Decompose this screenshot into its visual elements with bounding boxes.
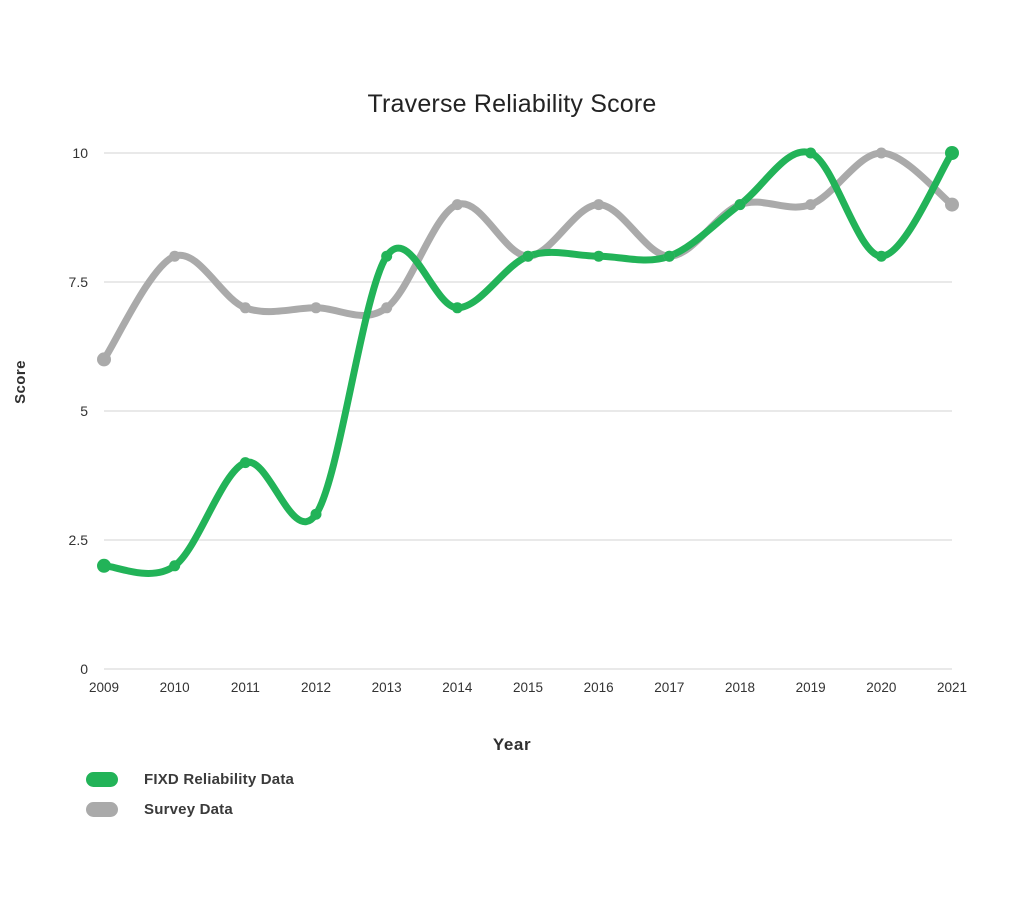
x-tick-label: 2014 (442, 680, 473, 695)
data-point-marker[interactable] (945, 146, 959, 160)
data-point-marker[interactable] (875, 147, 887, 159)
data-point-marker[interactable] (97, 352, 111, 367)
chart-legend: FIXD Reliability Data Survey Data (86, 764, 294, 824)
data-point-marker[interactable] (875, 250, 887, 262)
data-point-marker[interactable] (310, 508, 322, 520)
legend-item-survey[interactable]: Survey Data (86, 794, 294, 824)
data-point-marker[interactable] (734, 199, 746, 211)
legend-label-fixd: FIXD Reliability Data (144, 770, 295, 788)
x-tick-label: 2020 (866, 680, 896, 695)
legend-swatch-survey (86, 801, 118, 817)
y-axis-title: Score (12, 262, 29, 404)
x-tick-label: 2009 (89, 680, 119, 695)
x-tick-label: 2013 (372, 680, 402, 695)
data-point-marker[interactable] (593, 250, 605, 262)
legend-item-fixd[interactable]: FIXD Reliability Data (86, 764, 294, 794)
x-axis-title: Year (492, 735, 532, 754)
data-point-marker[interactable] (239, 302, 251, 314)
data-point-marker[interactable] (945, 197, 959, 212)
data-point-marker[interactable] (169, 560, 181, 572)
x-tick-label: 2021 (937, 680, 967, 695)
y-tick-label: 10 (72, 145, 88, 161)
y-tick-label: 7.5 (69, 274, 89, 290)
series-line (100, 148, 956, 577)
data-point-marker[interactable] (451, 199, 463, 211)
y-axis-title-text: Score (12, 360, 29, 404)
y-tick-label: 2.5 (69, 532, 89, 548)
y-axis-tick-labels: 0 2.5 5 7.5 10 (69, 145, 89, 677)
series-markers (97, 146, 959, 573)
data-point-marker[interactable] (381, 302, 393, 314)
x-axis-tick-labels: 2009 2010 2011 2012 2013 2014 2015 2016 2017 2018… (89, 680, 967, 695)
x-tick-label: 2010 (160, 680, 190, 695)
data-point-marker[interactable] (805, 199, 817, 211)
data-point-marker[interactable] (522, 250, 534, 262)
legend-label-survey: Survey Data (144, 800, 233, 818)
x-tick-label: 2019 (796, 680, 826, 695)
data-point-marker[interactable] (97, 558, 111, 573)
x-tick-label: 2017 (654, 680, 684, 695)
data-point-marker[interactable] (805, 147, 817, 159)
x-tick-label: 2016 (584, 680, 614, 695)
x-tick-label: 2012 (301, 680, 331, 695)
data-point-marker[interactable] (239, 457, 251, 469)
x-tick-label: 2018 (725, 680, 755, 695)
gridlines (104, 152, 952, 670)
data-point-marker[interactable] (381, 250, 393, 262)
series-lines (100, 148, 956, 577)
data-point-marker[interactable] (451, 302, 463, 314)
y-tick-label: 5 (80, 403, 88, 419)
chart-title: Traverse Reliability Score (367, 90, 657, 118)
y-tick-label: 0 (80, 661, 88, 677)
data-point-marker[interactable] (593, 199, 605, 211)
x-tick-label: 2011 (231, 680, 260, 695)
data-point-marker[interactable] (310, 302, 322, 314)
x-tick-label: 2015 (513, 680, 543, 695)
data-point-marker[interactable] (663, 250, 675, 262)
data-point-marker[interactable] (169, 250, 181, 262)
legend-swatch-fixd (86, 771, 118, 787)
